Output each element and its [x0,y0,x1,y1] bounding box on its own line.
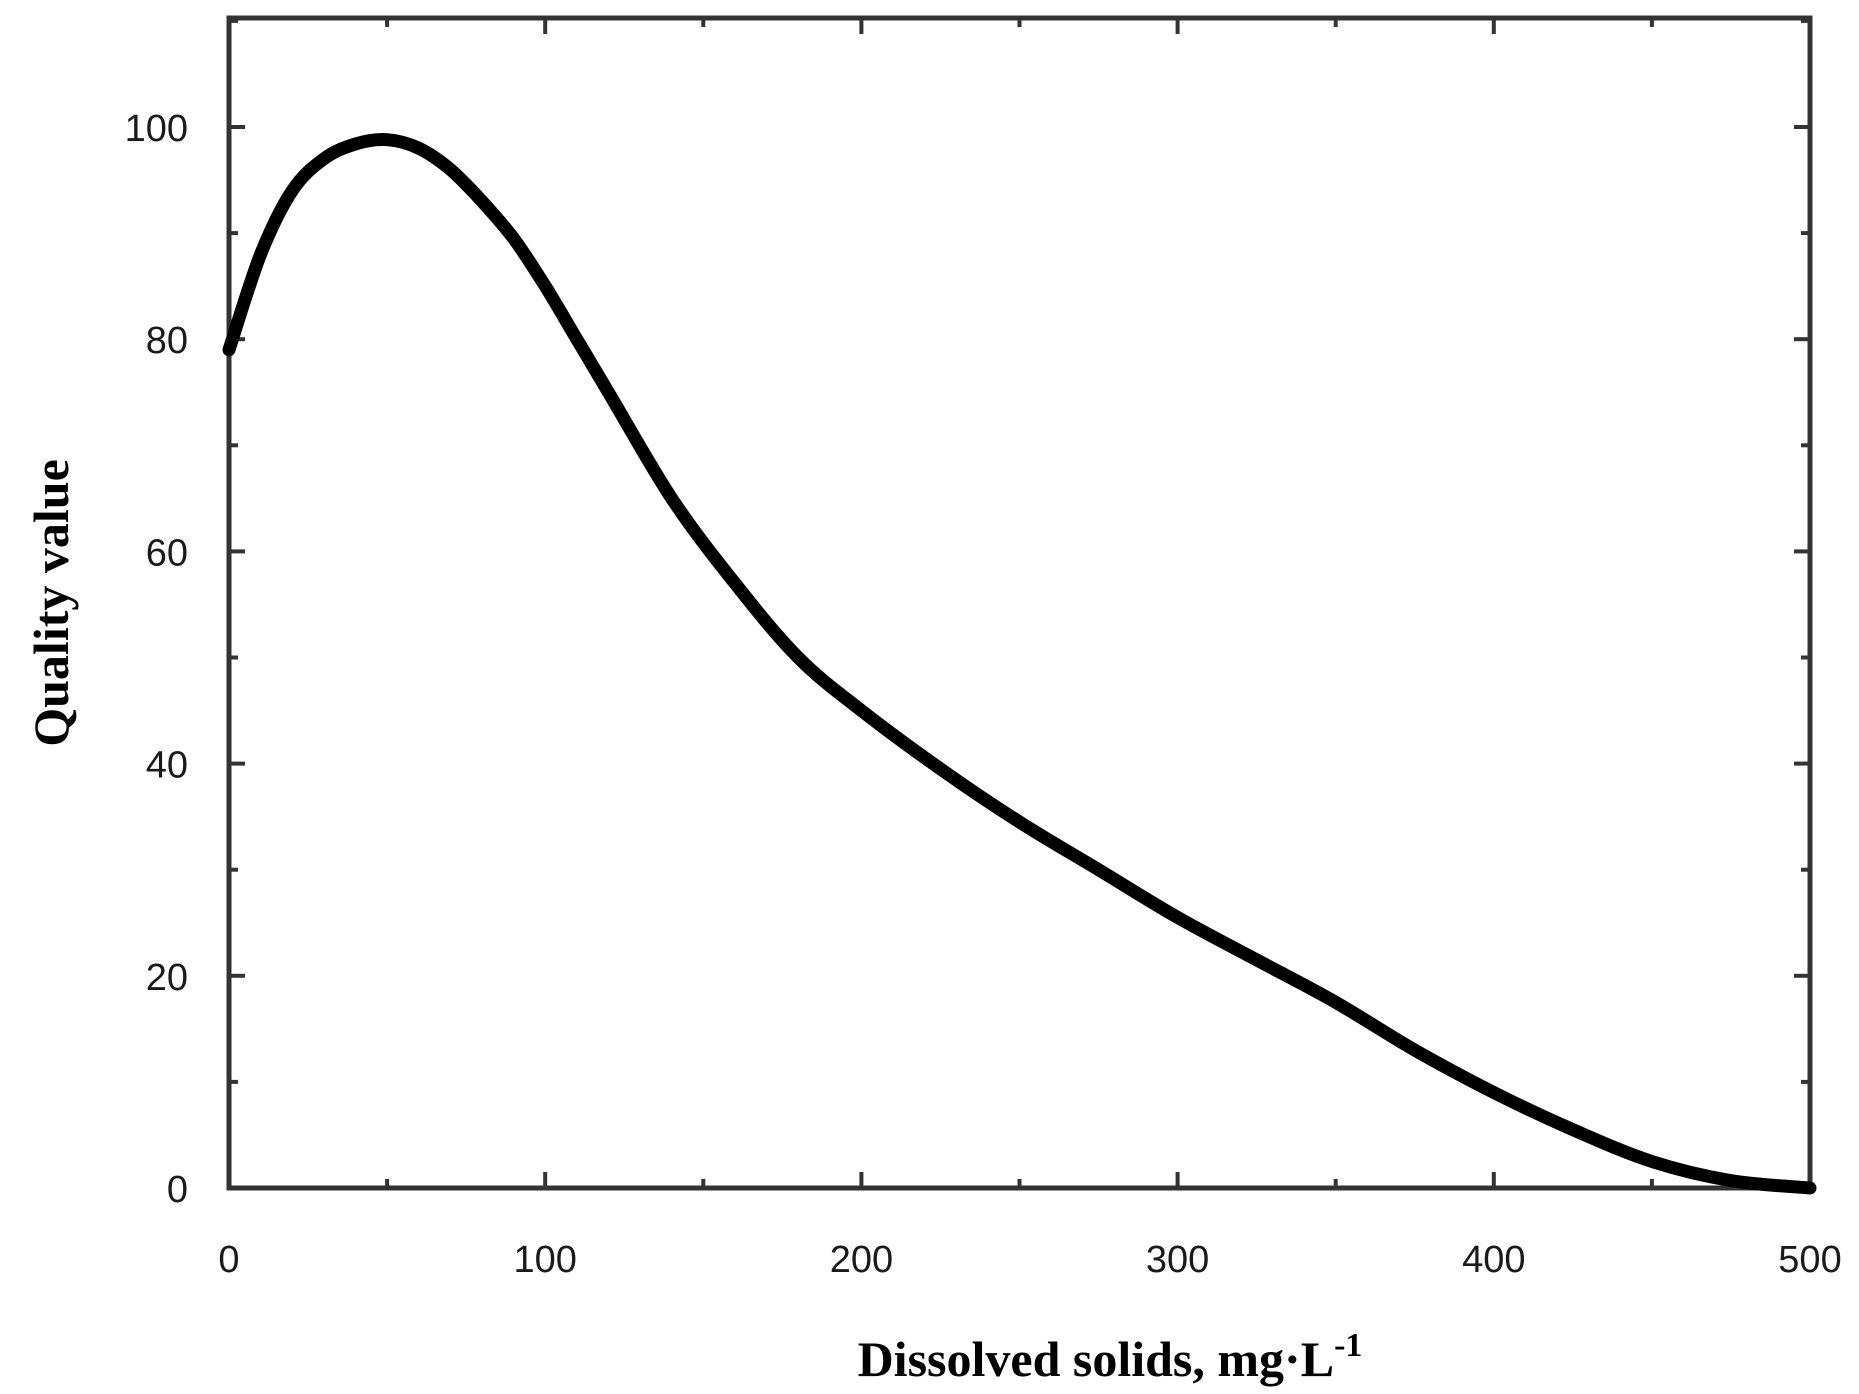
y-tick-label: 60 [146,532,188,574]
x-tick-label: 200 [830,1239,893,1281]
y-tick-labels: 0 20 40 60 80 100 [125,108,188,1211]
series-line-quality-value [222,133,1817,1195]
y-tick-label: 80 [146,320,188,362]
x-tick-label: 0 [218,1239,239,1281]
x-tick-label: 500 [1778,1239,1841,1281]
x-tick-label: 100 [513,1239,576,1281]
y-axis-title: Quality value [23,459,79,747]
y-tick-label: 40 [146,745,188,787]
x-axis-title-superscript: -1 [1334,1327,1362,1364]
y-tick-label: 20 [146,957,188,999]
x-tick-label: 400 [1462,1239,1525,1281]
x-axis-title: Dissolved solids, mg·L-1 [858,1327,1363,1387]
y-tick-label: 0 [167,1169,188,1211]
x-axis-title-main: Dissolved solids, mg·L [858,1331,1335,1387]
x-tick-label: 300 [1146,1239,1209,1281]
y-tick-label: 100 [125,108,188,150]
x-tick-labels: 0 100 200 300 400 500 [218,1239,1841,1281]
